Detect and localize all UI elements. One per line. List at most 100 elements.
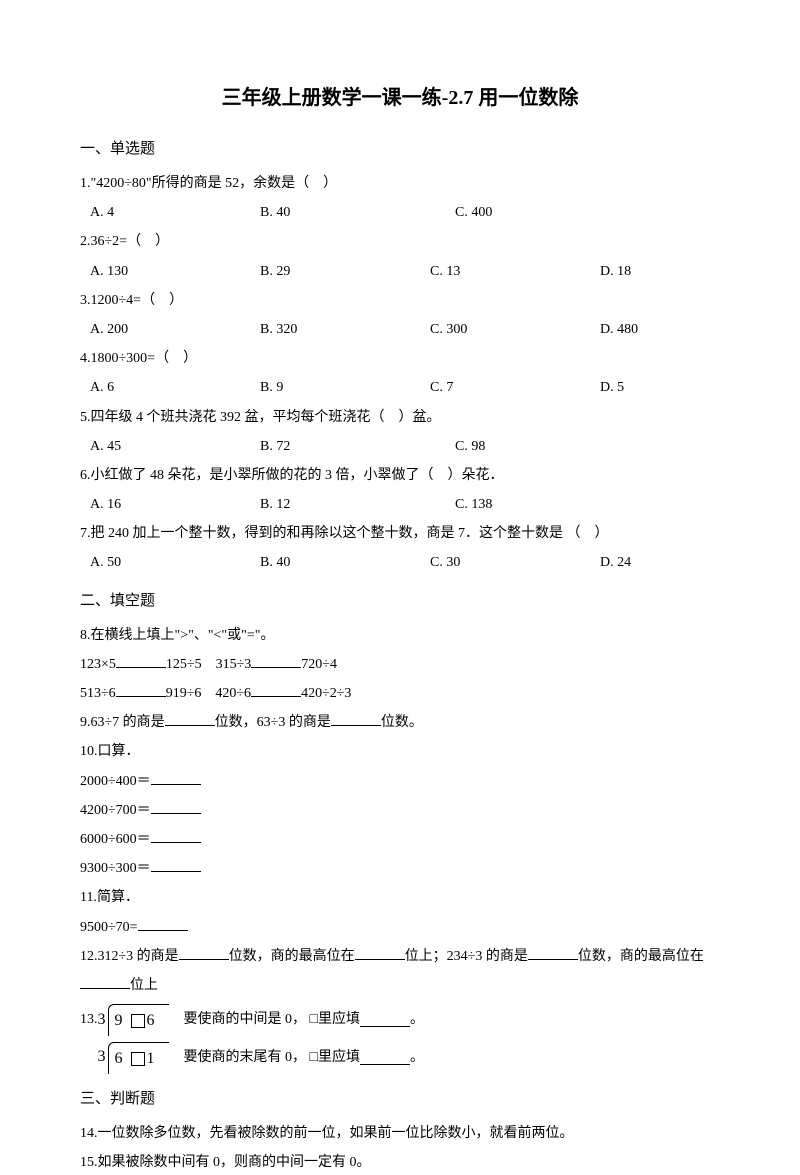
blank xyxy=(355,946,405,960)
q12-pre: 12.312÷3 的商是 xyxy=(80,949,179,964)
q4-opt-c: C. 7 xyxy=(430,375,600,400)
q1-stem: 1."4200÷80"所得的商是 52，余数是（ ） xyxy=(80,171,720,196)
q8-l2d: 420÷2÷3 xyxy=(301,686,351,701)
blank xyxy=(251,654,301,668)
q8-stem: 8.在横线上填上">"、"<"或"="。 xyxy=(80,623,720,648)
q1-opt-c: C. 400 xyxy=(455,200,625,225)
q8-l1b: 125÷5 xyxy=(166,657,202,672)
q2-opt-b: B. 29 xyxy=(260,259,430,284)
q3-opt-c: C. 300 xyxy=(430,317,600,342)
blank xyxy=(116,683,166,697)
blank xyxy=(116,654,166,668)
blank xyxy=(151,800,201,814)
q8-l1d: 720÷4 xyxy=(301,657,337,672)
q10-l3: 6000÷600＝ xyxy=(80,827,720,852)
q12b: 位上 xyxy=(80,973,720,998)
q11-l1: 9500÷70= xyxy=(80,915,720,940)
q12-p2: 位数，商的最高位在 xyxy=(229,949,355,964)
q6-opt-c: C. 138 xyxy=(455,492,625,517)
q8-l2a: 513÷6 xyxy=(80,686,116,701)
q1-opt-a: A. 4 xyxy=(90,200,260,225)
divisor: 3 xyxy=(98,1006,108,1035)
q7-opt-c: C. 30 xyxy=(430,550,600,575)
q10-stem: 10.口算． xyxy=(80,739,720,764)
q8-l1c: 315÷3 xyxy=(216,657,252,672)
longdiv-1: 3 96 xyxy=(98,1004,169,1036)
q3-opt-d: D. 480 xyxy=(600,317,720,342)
q6-opt-a: A. 16 xyxy=(90,492,260,517)
blank xyxy=(360,1051,410,1065)
blank xyxy=(360,1013,410,1027)
q4-options: A. 6 B. 9 C. 7 D. 5 xyxy=(90,375,720,400)
q3-options: A. 200 B. 320 C. 300 D. 480 xyxy=(90,317,720,342)
q12-p3: 位上；234÷3 的商是 xyxy=(405,949,528,964)
q3-stem: 3.1200÷4=（ ） xyxy=(80,288,720,313)
d2a: 6 xyxy=(115,1050,129,1067)
section-3-header: 三、判断题 xyxy=(80,1086,720,1113)
q7-opt-d: D. 24 xyxy=(600,550,720,575)
section-1-header: 一、单选题 xyxy=(80,136,720,163)
q2-opt-c: C. 13 xyxy=(430,259,600,284)
box-icon xyxy=(131,1014,145,1028)
q7-opt-a: A. 50 xyxy=(90,550,260,575)
q9-mid: 位数，63÷3 的商是 xyxy=(215,715,331,730)
d1a: 9 xyxy=(115,1012,129,1029)
q5-opt-b: B. 72 xyxy=(260,434,455,459)
q9-post: 位数。 xyxy=(381,715,423,730)
q13-text1a: 要使商的中间是 0， □里应填 xyxy=(184,1007,360,1032)
q5-options: A. 45 B. 72 C. 98 xyxy=(90,434,720,459)
longdiv-2: 3 61 xyxy=(98,1042,169,1074)
q12: 12.312÷3 的商是位数，商的最高位在位上；234÷3 的商是位数，商的最高… xyxy=(80,944,720,969)
page-title: 三年级上册数学一课一练-2.7 用一位数除 xyxy=(80,80,720,116)
blank xyxy=(80,975,130,989)
q14: 14.一位数除多位数，先看被除数的前一位，如果前一位比除数小，就看前两位。 xyxy=(80,1121,720,1146)
q4-opt-b: B. 9 xyxy=(260,375,430,400)
q10-l3-text: 6000÷600＝ xyxy=(80,832,151,847)
q4-opt-d: D. 5 xyxy=(600,375,720,400)
q5-opt-c: C. 98 xyxy=(455,434,625,459)
q15: 15.如果被除数中间有 0，则商的中间一定有 0。 xyxy=(80,1150,720,1175)
q10-l4-text: 9300÷300＝ xyxy=(80,861,151,876)
q13-text1b: 。 xyxy=(410,1007,424,1032)
q11-stem: 11.简算． xyxy=(80,885,720,910)
q8-l2c: 420÷6 xyxy=(215,686,251,701)
q13-label: 13. xyxy=(80,1007,98,1032)
divisor: 3 xyxy=(98,1043,108,1072)
blank xyxy=(179,946,229,960)
blank xyxy=(151,858,201,872)
q5-stem: 5.四年级 4 个班共浇花 392 盆，平均每个班浇花（ ）盆。 xyxy=(80,405,720,430)
blank xyxy=(138,917,188,931)
box-icon xyxy=(131,1052,145,1066)
q1-options: A. 4 B. 40 C. 400 xyxy=(90,200,720,225)
blank xyxy=(251,683,301,697)
q7-opt-b: B. 40 xyxy=(260,550,430,575)
dividend: 61 xyxy=(108,1042,169,1074)
q13-row1: 13. 3 96 要使商的中间是 0， □里应填。 xyxy=(80,1004,720,1036)
q10-l4: 9300÷300＝ xyxy=(80,856,720,881)
q2-options: A. 130 B. 29 C. 13 D. 18 xyxy=(90,259,720,284)
section-2-header: 二、填空题 xyxy=(80,588,720,615)
q2-opt-a: A. 130 xyxy=(90,259,260,284)
d2b: 1 xyxy=(147,1050,161,1067)
q11-l1-text: 9500÷70= xyxy=(80,920,138,935)
blank xyxy=(165,712,215,726)
q2-stem: 2.36÷2=（ ） xyxy=(80,229,720,254)
q8-line1: 123×5 125÷5 315÷3 720÷4 xyxy=(80,652,720,677)
q10-l1: 2000÷400＝ xyxy=(80,769,720,794)
q8-l1a: 123×5 xyxy=(80,657,116,672)
q7-options: A. 50 B. 40 C. 30 D. 24 xyxy=(90,550,720,575)
q13-row2: 13. 3 61 要使商的末尾有 0， □里应填。 xyxy=(80,1042,720,1074)
q9-pre: 9.63÷7 的商是 xyxy=(80,715,165,730)
q9: 9.63÷7 的商是 位数，63÷3 的商是 位数。 xyxy=(80,710,720,735)
q3-opt-a: A. 200 xyxy=(90,317,260,342)
blank xyxy=(331,712,381,726)
dividend: 96 xyxy=(108,1004,169,1036)
q13-text2a: 要使商的末尾有 0， □里应填 xyxy=(184,1045,360,1070)
q2-opt-d: D. 18 xyxy=(600,259,720,284)
q10-l2-text: 4200÷700＝ xyxy=(80,803,151,818)
q13-text2b: 。 xyxy=(410,1045,424,1070)
q8-l2b: 919÷6 xyxy=(166,686,202,701)
q6-stem: 6.小红做了 48 朵花，是小翠所做的花的 3 倍，小翠做了（ ）朵花． xyxy=(80,463,720,488)
d1b: 6 xyxy=(147,1012,161,1029)
q4-opt-a: A. 6 xyxy=(90,375,260,400)
